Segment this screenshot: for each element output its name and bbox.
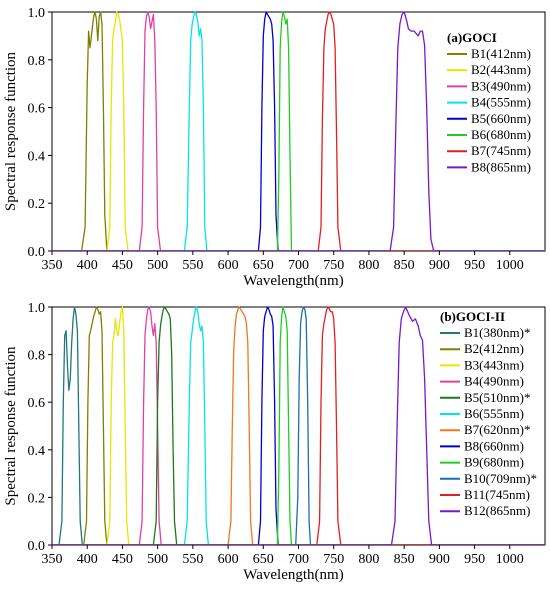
series-line-b7-620nm-	[52, 306, 545, 545]
series-lines	[52, 11, 545, 251]
y-tick-label: 0.6	[28, 102, 46, 117]
x-tick-label: 400	[77, 258, 98, 273]
x-tick-label: 900	[429, 552, 450, 567]
series-line-b10-709nm-	[52, 306, 545, 545]
series-line-b5-510nm-	[52, 306, 545, 545]
y-tick-label: 0.2	[28, 197, 46, 212]
legend-label: B11(745nm)	[464, 487, 530, 502]
panel-b-goci-ii: 350 400 450 500 550 600 650 700 750 800 850 900 950 1…	[3, 301, 546, 583]
panel-label: (b)GOCI-II	[440, 309, 505, 324]
x-tick-label: 500	[147, 552, 168, 567]
x-tick-label: 500	[147, 258, 168, 273]
x-tick-label: 550	[182, 258, 203, 273]
y-tick-label: 0.2	[28, 491, 46, 506]
legend-label: B9(680nm)	[464, 455, 524, 470]
y-tick-label: 0.4	[28, 444, 46, 459]
legend-label: B7(620nm)*	[464, 422, 530, 437]
series-line-b5-660nm-	[52, 11, 545, 251]
y-tick-label: 0.4	[28, 149, 46, 164]
legend-label: B8(865nm)	[471, 159, 531, 174]
legend-label: B8(660nm)	[464, 438, 524, 453]
legend-label: B6(680nm)	[471, 127, 531, 142]
series-line-b8-865nm-	[52, 11, 545, 251]
x-tick-label: 600	[218, 258, 239, 273]
legend-label: B10(709nm)*	[464, 471, 537, 486]
x-axis-label: Wavelength(nm)	[243, 567, 343, 583]
series-line-b11-745nm-	[52, 306, 545, 545]
x-tick-label: 850	[394, 258, 415, 273]
x-tick-label: 400	[77, 552, 98, 567]
x-tick-label: 950	[464, 258, 485, 273]
x-tick-label: 800	[358, 552, 379, 567]
series-line-b8-660nm-	[52, 306, 545, 545]
x-tick-label: 700	[288, 552, 309, 567]
x-tick-label: 450	[112, 552, 133, 567]
legend-label: B5(510nm)*	[464, 390, 530, 405]
x-tick-label: 1000	[496, 552, 524, 567]
series-line-b4-490nm-	[52, 306, 545, 545]
legend-label: B3(490nm)	[471, 78, 531, 93]
series-line-b3-443nm-	[52, 306, 545, 545]
x-tick-label: 450	[112, 258, 133, 273]
panel-label: (a)GOCI	[447, 30, 497, 45]
series-line-b4-555nm-	[52, 11, 545, 251]
series-line-b1-412nm-	[52, 11, 545, 251]
y-axis-label: Spectral response function	[3, 346, 19, 506]
series-line-b7-745nm-	[52, 11, 545, 251]
legend-label: B12(865nm)	[464, 503, 530, 518]
legend-label: B4(555nm)	[471, 95, 531, 110]
series-line-b6-680nm-	[52, 11, 545, 251]
x-tick-label: 650	[253, 552, 274, 567]
x-tick-label: 850	[394, 552, 415, 567]
series-line-b1-380nm-	[52, 306, 545, 545]
legend-label: B4(490nm)	[464, 374, 524, 389]
y-tick-label: 0.0	[28, 245, 46, 260]
series-line-b3-490nm-	[52, 11, 545, 251]
series-line-b2-443nm-	[52, 11, 545, 251]
x-tick-label: 750	[323, 258, 344, 273]
series-line-b12-865nm-	[52, 306, 545, 545]
x-tick-label: 800	[358, 258, 379, 273]
x-tick-label: 350	[42, 552, 63, 567]
legend-label: B3(443nm)	[464, 357, 524, 372]
series-line-b2-412nm-	[52, 306, 545, 545]
x-tick-label: 900	[429, 258, 450, 273]
x-tick-label: 600	[218, 552, 239, 567]
y-axis-label: Spectral response function	[3, 51, 19, 211]
x-tick-label: 750	[323, 552, 344, 567]
y-tick-label: 1.0	[28, 6, 46, 21]
y-tick-label: 1.0	[28, 301, 46, 316]
y-tick-label: 0.8	[28, 54, 46, 69]
series-line-b6-555nm-	[52, 306, 545, 545]
y-tick-label: 0.6	[28, 396, 46, 411]
x-tick-label: 700	[288, 258, 309, 273]
legend-label: B7(745nm)	[471, 143, 531, 158]
y-tick-label: 0.8	[28, 349, 46, 364]
x-tick-label: 1000	[496, 258, 524, 273]
x-tick-label: 950	[464, 552, 485, 567]
x-tick-label: 650	[253, 258, 274, 273]
series-line-b9-680nm-	[52, 306, 545, 545]
x-axis-label: Wavelength(nm)	[243, 273, 343, 289]
y-tick-label: 0.0	[28, 539, 46, 554]
legend-label: B2(443nm)	[471, 62, 531, 77]
legend-label: B1(380nm)*	[464, 325, 530, 340]
legend-label: B1(412nm)	[471, 46, 531, 61]
panel-a-goci: 350 400 450 500 550 600 650 700 750 800 850 900 950 1…	[3, 6, 546, 289]
x-tick-label: 350	[42, 258, 63, 273]
legend-label: B6(555nm)	[464, 406, 524, 421]
series-lines	[52, 306, 545, 545]
legend-label: B2(412nm)	[464, 341, 524, 356]
legend-label: B5(660nm)	[471, 111, 531, 126]
x-tick-label: 550	[182, 552, 203, 567]
